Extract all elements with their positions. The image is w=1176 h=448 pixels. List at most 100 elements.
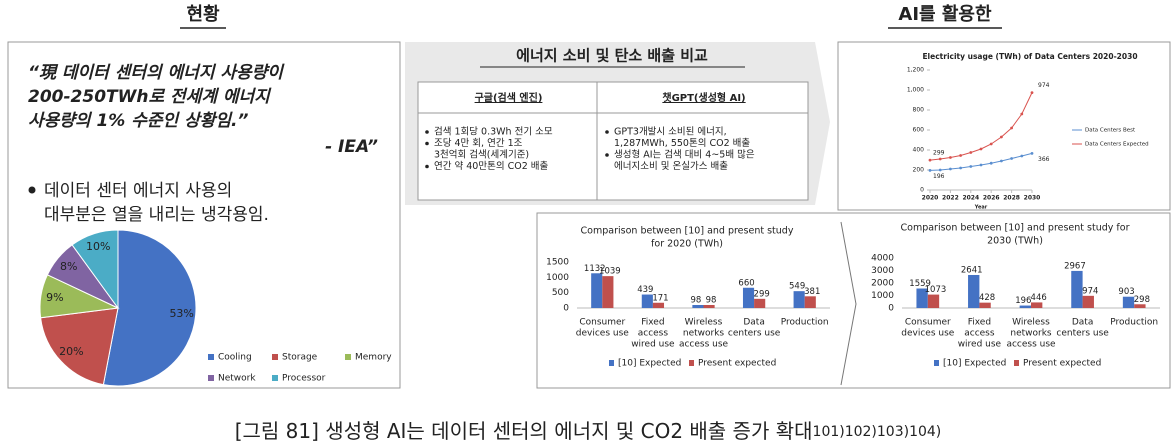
bar (1031, 302, 1043, 308)
pie-slice (71, 229, 119, 310)
legend-swatch (609, 360, 614, 366)
x-tick-label: Wireless (685, 318, 723, 328)
bullet-line: 대부분은 열을 내리는 냉각용임. (44, 205, 269, 225)
data-label: 98 (706, 295, 717, 305)
x-tick-label: Wireless (1012, 318, 1050, 328)
x-tick-label: Consumer (579, 318, 625, 328)
bar (602, 276, 614, 308)
legend-label: [10] Expected (618, 359, 681, 369)
legend-swatch (272, 375, 278, 381)
quote-line: 사용량의 1% 수준인 상황임.” (28, 111, 248, 131)
point (969, 165, 973, 168)
item-text: 생성형 AI는 검색 대비 4~5배 많은 (614, 149, 755, 161)
point (1000, 159, 1003, 163)
chart-title: for 2020 (TWh) (651, 239, 723, 250)
legend-label: Present expected (698, 359, 776, 369)
caption-text: [그림 81] 생성형 AI는 데이터 센터의 에너지 및 CO2 배출 증가 … (235, 419, 813, 443)
bar (591, 273, 603, 308)
y-tick-label: 0 (920, 187, 924, 194)
bar (1134, 304, 1146, 308)
point (1030, 152, 1034, 155)
left-panel (7, 41, 401, 389)
item-text: 검색 1회당 0.3Wh 전기 소모 (434, 126, 553, 138)
point (969, 151, 973, 154)
data-label: 428 (979, 293, 995, 303)
data-label: 381 (804, 287, 820, 297)
bar (1019, 305, 1031, 308)
pie-label: 20% (59, 345, 83, 358)
data-label: 1073 (925, 285, 947, 295)
legend-label: Storage (282, 353, 318, 363)
pie-label: 53% (169, 307, 193, 320)
x-tick-label: 2022 (942, 195, 959, 202)
x-tick-label: 2026 (983, 195, 1000, 202)
bar (742, 287, 755, 308)
y-tick-label: 0 (563, 304, 569, 314)
quote-line: 200-250TWh로 전세계 에너지 (28, 87, 272, 107)
bar (1082, 295, 1094, 308)
point (979, 147, 983, 151)
data-label: 1132 (584, 264, 606, 274)
x-tick-label: 2024 (962, 195, 979, 202)
chart-title: Comparison between [10] and present stud… (901, 223, 1130, 234)
data-label: 299 (754, 289, 770, 299)
y-tick-label: 200 (913, 167, 925, 174)
item-text: GPT3개발시 소비된 에너지, (614, 126, 727, 138)
item-dot (425, 164, 429, 169)
x-tick-label: networks (683, 329, 725, 339)
bar (916, 288, 928, 308)
bar (641, 294, 653, 308)
legend-label: Data Centers Best (1085, 128, 1136, 134)
data-label: 366 (1038, 156, 1050, 163)
legend-label: [10] Expected (943, 359, 1006, 369)
data-label: 171 (652, 293, 668, 303)
point (979, 163, 983, 167)
data-label: 446 (1031, 293, 1047, 303)
y-tick-label: 500 (552, 288, 569, 298)
x-axis-label: Year (974, 205, 988, 211)
y-tick-label: 4000 (871, 254, 894, 264)
point (1000, 135, 1003, 139)
point (1020, 112, 1024, 116)
y-tick-label: 1500 (546, 258, 569, 268)
bar (968, 274, 980, 308)
legend-label: Data Centers Expected (1085, 142, 1149, 148)
caption-refs: 101)102)103)104) (813, 424, 942, 440)
point (989, 161, 993, 165)
legend-label: Present expected (1023, 359, 1101, 369)
chart-title: Comparison between [10] and present stud… (581, 226, 794, 237)
item-text: 연간 약 40만톤의 CO2 배출 (434, 160, 549, 172)
bar (652, 302, 665, 308)
y-tick-label: 3000 (871, 266, 894, 276)
point (1020, 154, 1024, 158)
bar (804, 296, 816, 308)
y-tick-label: 0 (888, 304, 894, 314)
y-tick-label: 1,000 (907, 87, 924, 94)
legend-label: Network (218, 374, 256, 384)
y-tick-label: 800 (913, 107, 925, 114)
x-tick-label: Fixed (641, 318, 664, 328)
point (949, 167, 952, 171)
y-tick-label: 2000 (871, 279, 894, 289)
x-tick-label: networks (1010, 329, 1052, 339)
column-header: 구글(검색 엔진) (475, 91, 543, 104)
quote-source: - IEA” (325, 137, 378, 157)
x-tick-label: access (638, 329, 669, 339)
x-tick-label: Data (1072, 318, 1094, 328)
legend-label: Cooling (218, 353, 252, 363)
y-tick-label: 600 (913, 127, 925, 134)
point (989, 142, 993, 146)
data-label: 1559 (909, 279, 931, 289)
legend-label: Processor (282, 374, 326, 384)
legend-swatch (1014, 360, 1019, 366)
x-tick-label: wired use (631, 340, 675, 350)
pie-slice (102, 229, 197, 387)
bar (692, 304, 704, 308)
x-tick-label: devices use (901, 329, 955, 339)
data-label: 660 (738, 278, 754, 288)
x-tick-label: devices use (576, 329, 630, 339)
data-label: 1039 (599, 267, 621, 277)
bar (927, 294, 940, 308)
caption: [그림 81] 생성형 AI는 데이터 센터의 에너지 및 CO2 배출 증가 … (235, 419, 942, 443)
x-tick-label: centers use (1056, 329, 1109, 339)
